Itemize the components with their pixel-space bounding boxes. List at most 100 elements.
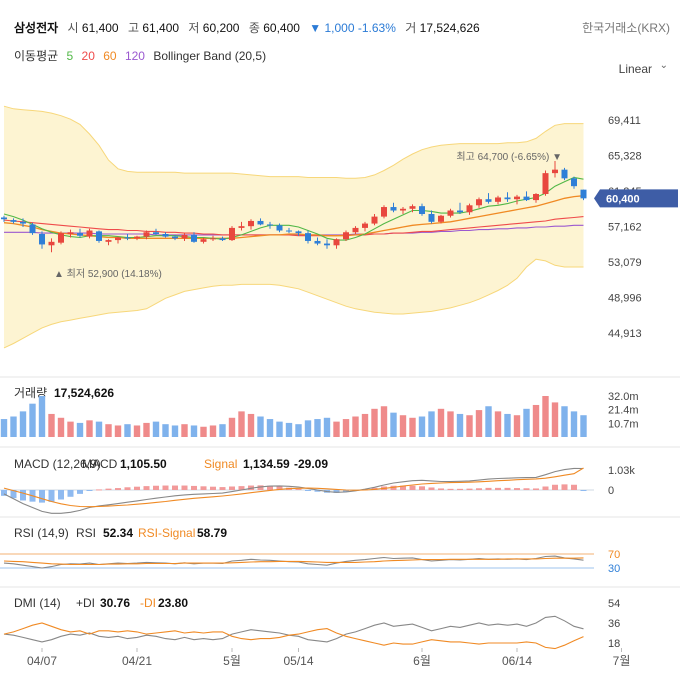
dmi-tick-label: 54 <box>608 598 620 610</box>
macd-histogram-bar <box>561 484 568 490</box>
volume-bar <box>190 425 198 437</box>
candle <box>571 178 577 187</box>
volume-bar <box>200 426 207 437</box>
volume-bar <box>485 406 492 437</box>
open-value: 61,400 <box>81 21 119 35</box>
macd-histogram-bar <box>238 486 245 490</box>
candle <box>238 226 245 228</box>
candle <box>67 232 74 234</box>
macd-legend-label: MACD <box>82 457 118 471</box>
volume-bar <box>409 417 416 437</box>
candle <box>77 233 83 236</box>
candle <box>229 227 235 241</box>
volume-bar <box>333 421 340 437</box>
price-tick-label: 65,328 <box>608 151 642 163</box>
rsi-signal-line <box>3 557 584 566</box>
volume-bar <box>580 415 587 437</box>
rsi-signal-label: RSI-Signal <box>138 526 195 540</box>
chevron-down-icon[interactable]: ⌄ <box>659 60 668 71</box>
change-percent: -1.63% <box>357 21 396 35</box>
candle <box>476 199 482 206</box>
macd-histogram-bar <box>333 490 340 493</box>
candle <box>172 236 178 239</box>
macd-histogram-bar <box>447 488 454 490</box>
min-price-annotation: ▲ 최저 52,900 (14.18%) <box>54 268 162 280</box>
macd-histogram-bar <box>552 484 558 490</box>
candle <box>352 227 359 233</box>
macd-histogram-bar <box>124 487 131 490</box>
bollinger-band-fill <box>4 106 584 348</box>
macd-histogram-bar <box>542 486 549 490</box>
candle <box>210 238 216 240</box>
volume-bar <box>10 416 17 437</box>
macd-histogram-bar <box>191 485 197 490</box>
dmi-panel-label: DMI (14) <box>14 596 61 610</box>
candle <box>523 196 530 201</box>
macd-histogram-bar <box>86 490 93 491</box>
price-tick-label: 44,913 <box>608 328 642 340</box>
volume-bar <box>0 419 8 437</box>
volume-tick-label: 10.7m <box>608 418 639 430</box>
macd-histogram-bar <box>390 485 397 490</box>
rsi-tick-label: 30 <box>608 563 620 575</box>
candle <box>96 231 102 241</box>
rsi-tick-label: 70 <box>608 549 620 561</box>
volume-bar <box>143 422 150 437</box>
scale-mode-select[interactable]: Linear <box>618 62 652 76</box>
bollinger-upper-line <box>3 105 584 179</box>
candle <box>466 205 473 213</box>
volume-bar <box>447 411 454 437</box>
volume-bar <box>114 425 122 437</box>
macd-histogram-bar <box>134 486 140 490</box>
macd-histogram-bar <box>571 484 577 490</box>
volume-bar <box>551 402 559 437</box>
candle <box>29 224 36 234</box>
macd-histogram-bar <box>210 486 216 490</box>
candle <box>267 224 273 226</box>
current-price-label: 60,400 <box>606 193 640 205</box>
x-axis-label: 6월 <box>413 654 431 668</box>
ma120-legend: 120 <box>124 49 145 63</box>
candle <box>191 234 197 242</box>
candle <box>343 232 349 240</box>
volume-bar <box>67 421 74 437</box>
candle <box>200 239 207 242</box>
candle <box>295 231 302 234</box>
dmi-mdi-label: -DI <box>140 596 156 610</box>
candle <box>438 215 444 222</box>
macd-histogram-bar <box>20 490 26 501</box>
ma60-line <box>3 216 584 237</box>
candle <box>58 233 64 243</box>
ma60-legend: 60 <box>103 49 117 63</box>
macd-histogram-bar <box>58 490 64 500</box>
volume-bar <box>48 413 55 437</box>
candle <box>580 189 587 199</box>
volume-bar <box>428 411 435 437</box>
volume-bar <box>532 404 540 437</box>
macd-histogram-bar <box>514 488 520 490</box>
x-axis-label: 04/21 <box>122 654 152 668</box>
macd-tick-label: 1.03k <box>608 465 635 477</box>
candle <box>419 206 425 214</box>
candle <box>162 233 169 237</box>
macd-histogram-bar <box>476 488 482 490</box>
macd-histogram-bar <box>580 490 587 491</box>
volume-bar <box>29 403 36 437</box>
volume-bar <box>162 424 169 437</box>
volume-bar <box>437 408 445 437</box>
macd-histogram-bar <box>409 485 416 490</box>
rsi-line <box>3 555 584 569</box>
macd-signal-value: 1,134.59 <box>243 457 290 471</box>
macd-line <box>3 467 584 514</box>
macd-histogram-bar <box>162 485 169 490</box>
candle <box>362 223 368 228</box>
macd-histogram-bar <box>115 488 121 490</box>
volume-bar <box>513 415 521 437</box>
volume-bar <box>276 421 283 437</box>
volume-bar <box>285 422 293 437</box>
volume-bar <box>19 411 27 437</box>
macd-legend-value: 1,105.50 <box>120 457 167 471</box>
macd-histogram-bar <box>1 490 7 496</box>
price-tick-label: 53,079 <box>608 257 642 269</box>
